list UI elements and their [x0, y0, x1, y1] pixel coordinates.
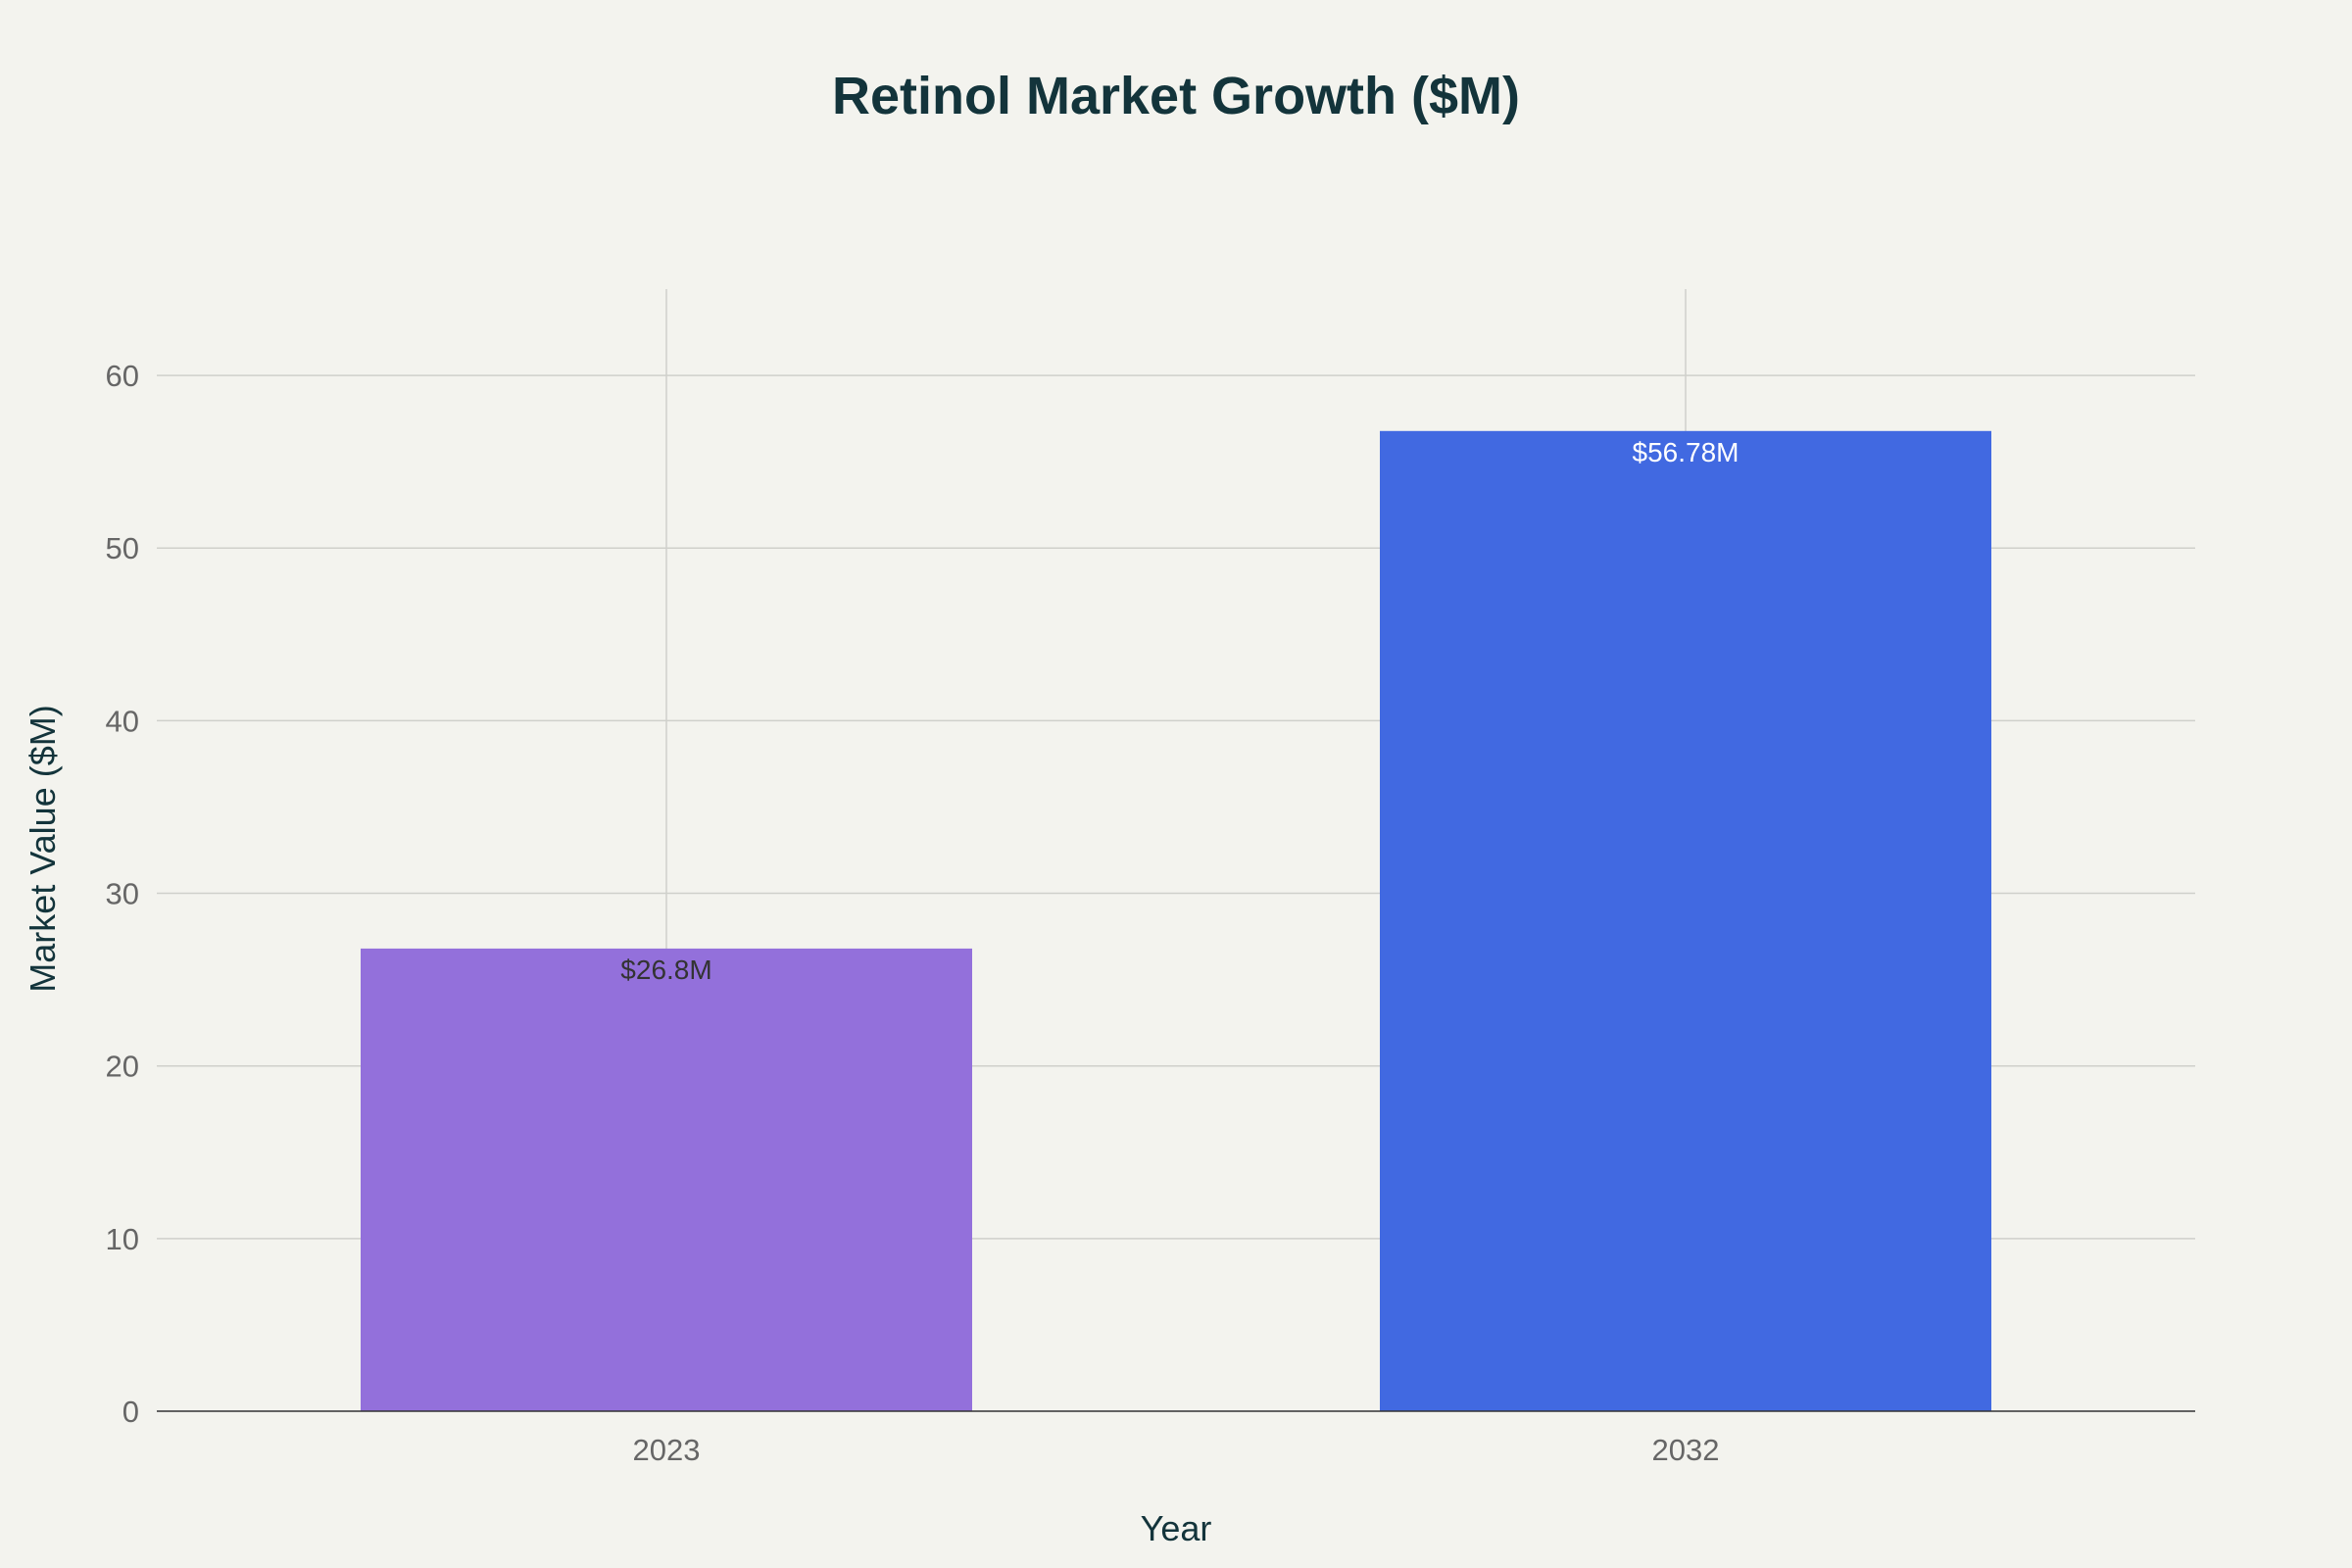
y-tick-label: 40 — [106, 704, 139, 738]
y-tick-label: 30 — [106, 877, 139, 911]
bar-data-label: $56.78M — [1633, 437, 1740, 467]
x-axis-label: Year — [1141, 1508, 1212, 1548]
chart-title: Retinol Market Growth ($M) — [832, 67, 1520, 125]
y-tick-label: 50 — [106, 531, 139, 565]
x-tick-label: 2032 — [1652, 1433, 1720, 1467]
y-tick-label: 0 — [122, 1395, 139, 1429]
y-tick-label: 20 — [106, 1050, 139, 1084]
y-tick-label: 60 — [106, 359, 139, 393]
y-axis-label: Market Value ($M) — [23, 705, 63, 992]
bar-2023 — [361, 948, 972, 1411]
bars: $26.8M $56.78M — [361, 430, 1991, 1411]
x-tick-label: 2023 — [633, 1433, 701, 1467]
bar-2032 — [1380, 430, 1991, 1411]
y-tick-label: 10 — [106, 1222, 139, 1256]
bar-data-label: $26.8M — [620, 955, 711, 985]
tick-labels: 0 10 20 30 40 50 60 2023 2032 — [106, 359, 1720, 1467]
